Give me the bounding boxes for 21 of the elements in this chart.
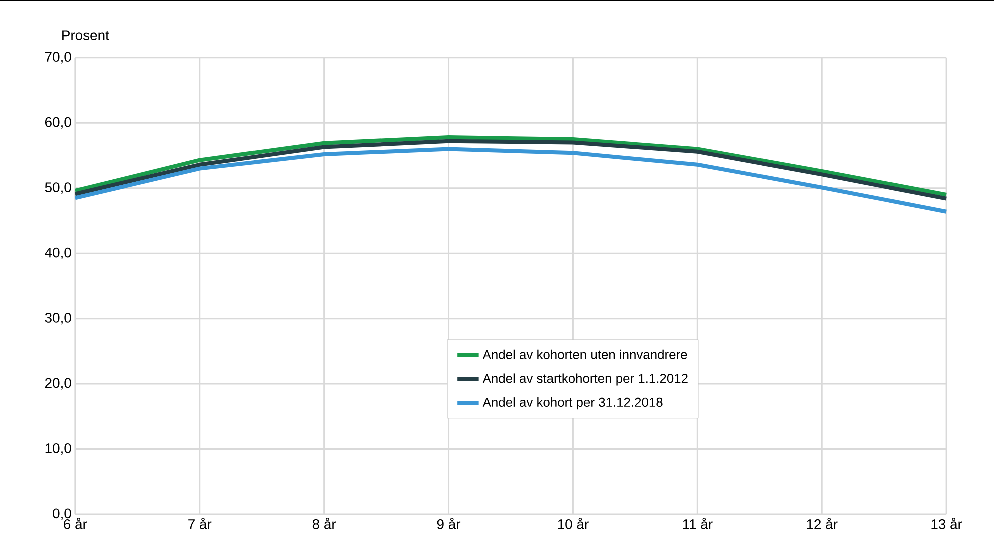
line-series (73, 147, 949, 214)
y-axis-title: Prosent (62, 30, 110, 40)
legend-label: Andel av startkohorten per 1.1.2012 (482, 373, 688, 386)
x-tick-label: 10 år (558, 518, 589, 530)
x-tick-label: 12 år (807, 518, 838, 530)
y-tick-label: 60,0 (45, 117, 72, 129)
x-tick-label: 6 år (64, 518, 88, 530)
x-tick-label: 11 år (683, 518, 713, 530)
y-tick-label: 50,0 (45, 182, 72, 194)
y-tick-label: 70,0 (46, 52, 72, 64)
y-tick-label: 20,0 (45, 378, 72, 390)
legend-label: Andel av kohorten uten innvandrere (482, 350, 688, 360)
legend-label: Andel av kohort per 31.12.2018 (482, 397, 663, 410)
x-tick-label: 9 år (437, 518, 461, 530)
y-tick-label: 10,0 (46, 443, 72, 455)
x-tick-label: 8 år (312, 518, 336, 530)
x-tick-label: 7 år (188, 518, 212, 530)
y-tick-label: 40,0 (45, 248, 72, 260)
y-tick-label: 30,0 (45, 312, 72, 324)
y-tick-label: 0,0 (53, 508, 72, 520)
x-tick-label: 13 år (932, 518, 962, 530)
